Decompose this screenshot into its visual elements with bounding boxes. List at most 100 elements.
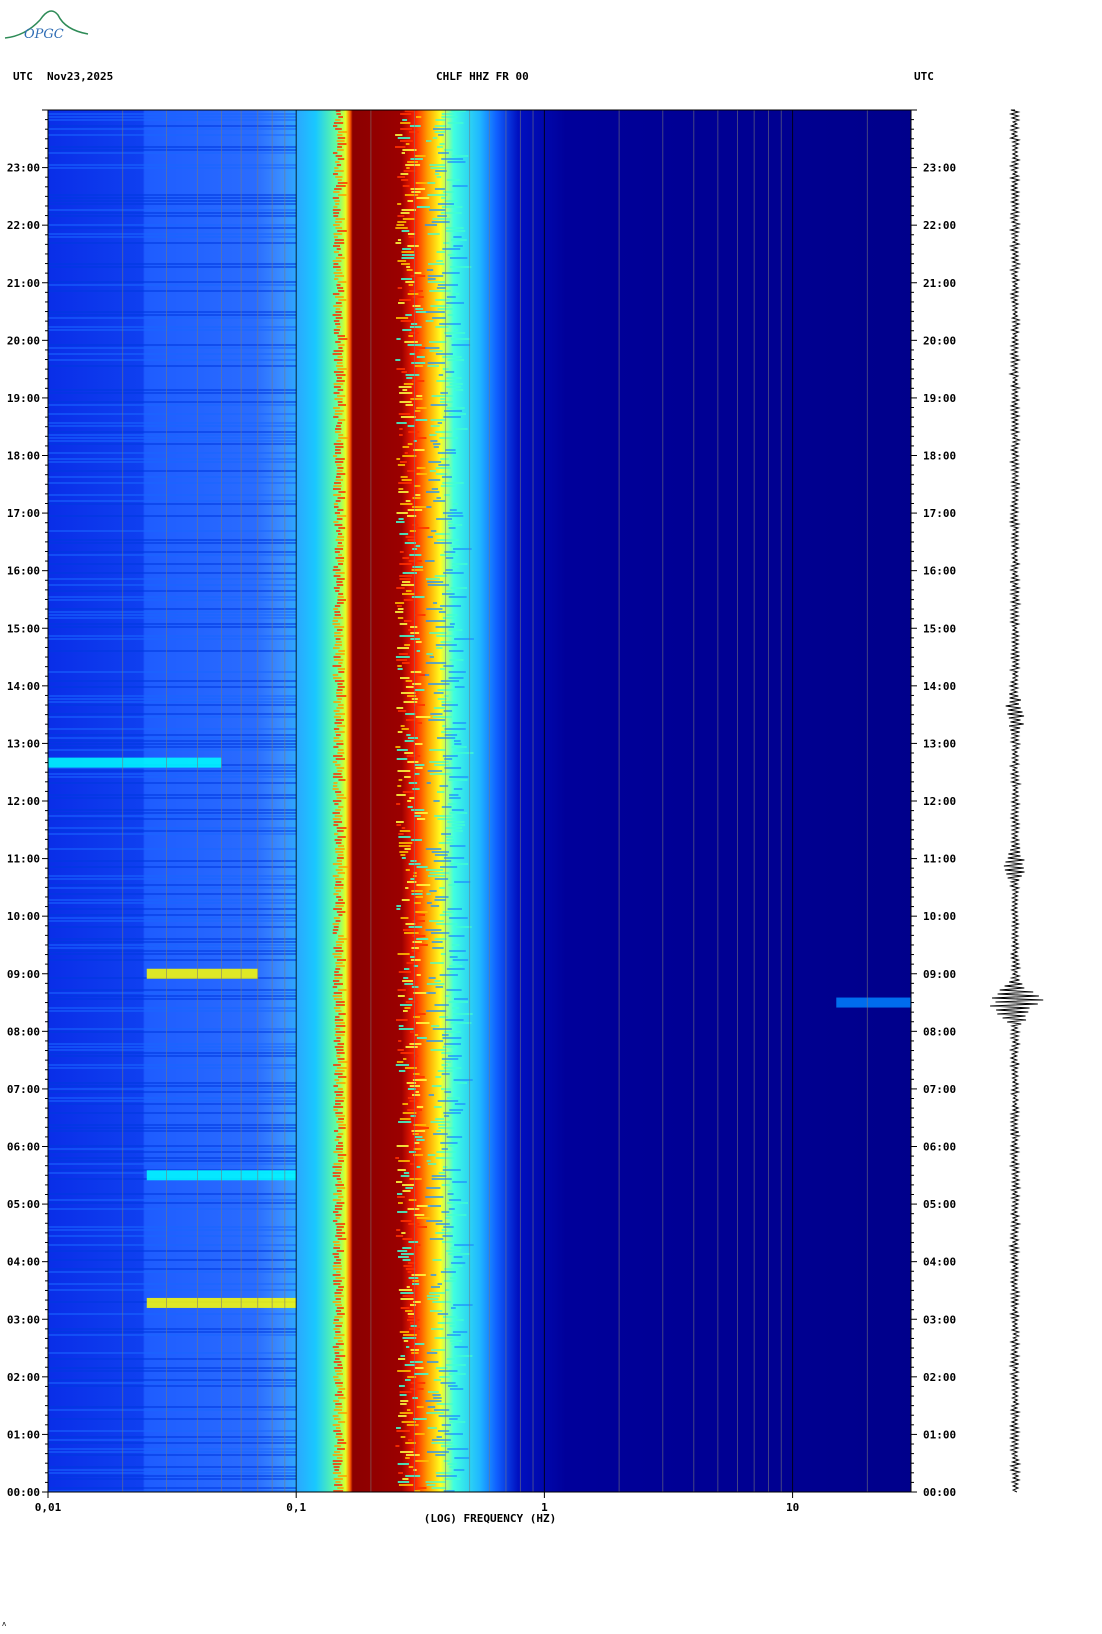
- spectrum-streak: [337, 1364, 343, 1366]
- spectrum-streak: [333, 359, 343, 361]
- spectrum-streak: [451, 746, 467, 748]
- spectrum-streak: [332, 260, 342, 262]
- spectrum-streak: [454, 1244, 474, 1246]
- spectrum-streak: [432, 1028, 452, 1030]
- spectrum-streak: [48, 203, 297, 205]
- spectrum-streak: [48, 194, 297, 196]
- spectrum-streak: [414, 1433, 425, 1435]
- spectrum-streak: [48, 701, 297, 703]
- spectrum-streak: [48, 773, 297, 775]
- spectrum-streak: [413, 1073, 420, 1075]
- spectrum-streak: [337, 989, 347, 991]
- spectrum-streak: [400, 725, 405, 727]
- spectrum-streak: [400, 1298, 414, 1300]
- spectrum-streak: [397, 1481, 410, 1483]
- y-tick-label-left: 08:00: [7, 1025, 40, 1038]
- spectrum-streak: [334, 200, 340, 202]
- y-tick-label-left: 05:00: [7, 1198, 40, 1211]
- spectrum-streak: [334, 548, 344, 550]
- spectrum-streak: [435, 644, 457, 646]
- spectrum-streak: [430, 440, 438, 442]
- spectrum-streak: [446, 839, 454, 841]
- spectrum-streak: [402, 1190, 411, 1192]
- spectrum-streak: [424, 674, 430, 676]
- spectrum-streak: [48, 542, 297, 544]
- spectrum-streak: [402, 1103, 409, 1105]
- spectrum-streak: [333, 506, 339, 508]
- spectrum-streak: [426, 1040, 444, 1042]
- spectrum-streak: [334, 524, 343, 526]
- spectrum-streak: [48, 1379, 297, 1381]
- spectrum-streak: [430, 1121, 451, 1123]
- spectrum-streak: [48, 950, 297, 952]
- spectrum-streak: [406, 881, 417, 883]
- spectrum-streak: [412, 296, 424, 298]
- spectrum-streak: [333, 947, 342, 949]
- spectrum-streak: [48, 1151, 297, 1153]
- spectrum-streak: [48, 830, 297, 832]
- spectrum-streak: [48, 476, 297, 478]
- y-tick-label-right: 19:00: [923, 392, 956, 405]
- spectrum-streak: [451, 824, 466, 826]
- spectrum-streak: [337, 533, 343, 535]
- spectrum-streak: [432, 602, 438, 604]
- spectrum-streak: [444, 1478, 461, 1480]
- spectrum-streak: [396, 749, 408, 751]
- spectrum-streak: [396, 1229, 401, 1231]
- spectrum-streak: [337, 683, 343, 685]
- spectrum-streak: [408, 284, 414, 286]
- spectrum-streak: [452, 503, 458, 505]
- spectrum-streak: [399, 299, 412, 301]
- spectrum-streak: [335, 218, 345, 220]
- spectrum-streak: [333, 1106, 344, 1108]
- spectrum-streak: [402, 248, 412, 250]
- spectrum-streak: [441, 197, 447, 199]
- spectrum-streak: [48, 1406, 297, 1408]
- spectrum-streak: [405, 719, 417, 721]
- spectrum-streak: [408, 335, 414, 337]
- spectrum-streak: [48, 695, 297, 697]
- spectrum-streak: [432, 443, 441, 445]
- spectrum-streak: [336, 470, 343, 472]
- spectrum-streak: [430, 1049, 447, 1051]
- y-tick-label-left: 15:00: [7, 622, 40, 635]
- spectrum-streak: [333, 1328, 340, 1330]
- spectrum-streak: [410, 188, 426, 190]
- spectrum-streak: [407, 1088, 416, 1090]
- spectrum-streak: [426, 893, 431, 895]
- spectrum-streak: [336, 944, 343, 946]
- spectrum-streak: [450, 266, 472, 268]
- spectrum-streak: [336, 689, 343, 691]
- spectrum-streak: [412, 524, 419, 526]
- spectrum-streak: [445, 335, 452, 337]
- spectrum-streak: [335, 950, 344, 952]
- spectrum-streak: [48, 596, 297, 598]
- spectrum-streak: [450, 1277, 458, 1279]
- spectrum-streak: [335, 155, 343, 157]
- spectrum-streak: [438, 464, 450, 466]
- spectrum-streak: [336, 1232, 346, 1234]
- spectrum-streak: [333, 1400, 340, 1402]
- spectrum-streak: [428, 683, 450, 685]
- spectrum-streak: [448, 1373, 466, 1375]
- spectrum-streak: [333, 443, 344, 445]
- spectrum-streak: [427, 1163, 437, 1165]
- spectrum-streak: [431, 1178, 452, 1180]
- spectrum-streak: [337, 770, 343, 772]
- spectrum-streak: [405, 887, 409, 889]
- spectrum-streak: [427, 1406, 436, 1408]
- x-tick-label: 10: [786, 1501, 799, 1514]
- spectrum-streak: [48, 167, 297, 169]
- spectrum-streak: [453, 329, 458, 331]
- spectrum-streak: [403, 1265, 413, 1267]
- spectrogram-background: [48, 110, 911, 1492]
- spectrum-streak: [48, 749, 297, 751]
- spectrum-streak: [399, 461, 407, 463]
- spectrum-streak: [398, 1040, 402, 1042]
- spectrum-streak: [334, 1208, 343, 1210]
- spectrum-streak: [48, 1208, 297, 1210]
- spectrum-streak: [410, 860, 417, 862]
- spectrum-streak: [439, 668, 446, 670]
- spectrum-streak: [442, 512, 463, 514]
- spectrum-streak: [416, 1244, 421, 1246]
